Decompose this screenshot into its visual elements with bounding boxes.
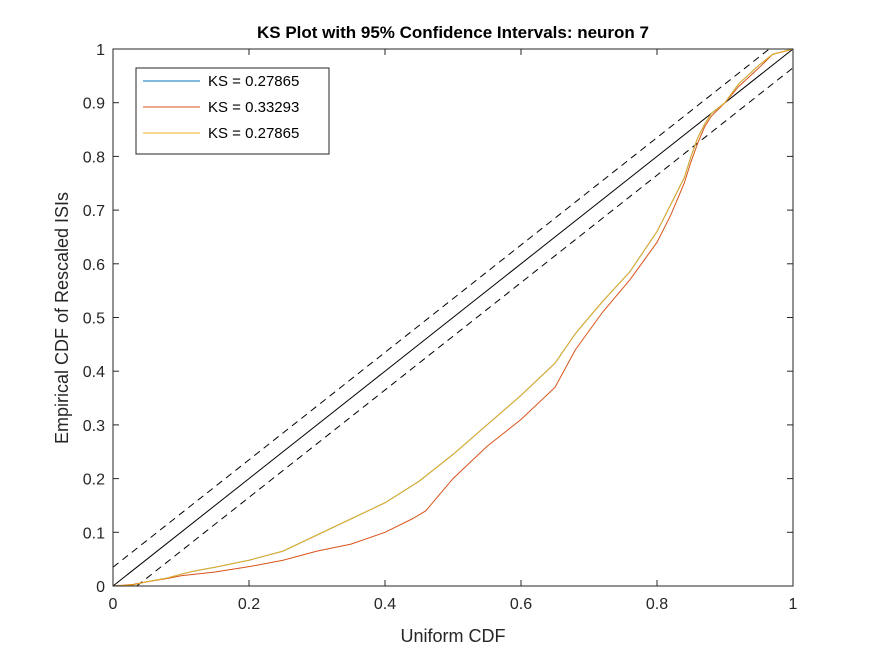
x-axis-label: Uniform CDF xyxy=(400,626,505,646)
y-tick-label: 0.6 xyxy=(83,257,105,274)
y-tick-label: 0.5 xyxy=(83,311,105,328)
legend-box xyxy=(135,67,330,155)
y-tick-label: 0.9 xyxy=(83,96,105,113)
lower-bound-line xyxy=(136,67,794,587)
y-tick-label: 0.4 xyxy=(83,364,105,381)
legend-entries: KS = 0.27865 KS = 0.33293 KS = 0.27865 xyxy=(143,73,299,142)
chart-title: KS Plot with 95% Confidence Intervals: n… xyxy=(257,23,649,42)
x-axis-ticks: 0 0.2 0.4 0.6 0.8 1 xyxy=(109,49,798,613)
y-tick-label: 0.3 xyxy=(83,418,105,435)
x-tick-label: 0.4 xyxy=(374,596,396,613)
x-tick-label: 0.2 xyxy=(238,596,260,613)
series-line-2 xyxy=(112,48,794,587)
reference-lines xyxy=(112,48,794,587)
x-tick-label: 0 xyxy=(109,596,118,613)
x-tick-label: 0.6 xyxy=(510,596,532,613)
series-line-3 xyxy=(112,48,794,587)
identity-line xyxy=(112,48,794,587)
y-axis-label: Empirical CDF of Rescaled ISIs xyxy=(52,192,72,444)
y-tick-label: 0 xyxy=(96,579,105,596)
y-tick-label: 1 xyxy=(96,42,105,59)
x-tick-label: 1 xyxy=(789,596,798,613)
y-tick-label: 0.8 xyxy=(83,149,105,166)
legend-label-1: KS = 0.27865 xyxy=(208,73,299,90)
upper-bound-line xyxy=(112,48,770,568)
x-tick-label: 0.8 xyxy=(646,596,668,613)
series-lines xyxy=(112,48,794,587)
y-axis-ticks: 0 0.1 0.2 0.3 0.4 0.5 0.6 0.7 0.8 0.9 1 xyxy=(83,42,793,596)
legend: KS = 0.27865 KS = 0.33293 KS = 0.27865 xyxy=(135,67,330,155)
y-tick-label: 0.7 xyxy=(83,203,105,220)
legend-label-2: KS = 0.33293 xyxy=(208,99,299,116)
y-tick-label: 0.2 xyxy=(83,472,105,489)
legend-label-3: KS = 0.27865 xyxy=(208,125,299,142)
y-tick-label: 0.1 xyxy=(83,525,105,542)
